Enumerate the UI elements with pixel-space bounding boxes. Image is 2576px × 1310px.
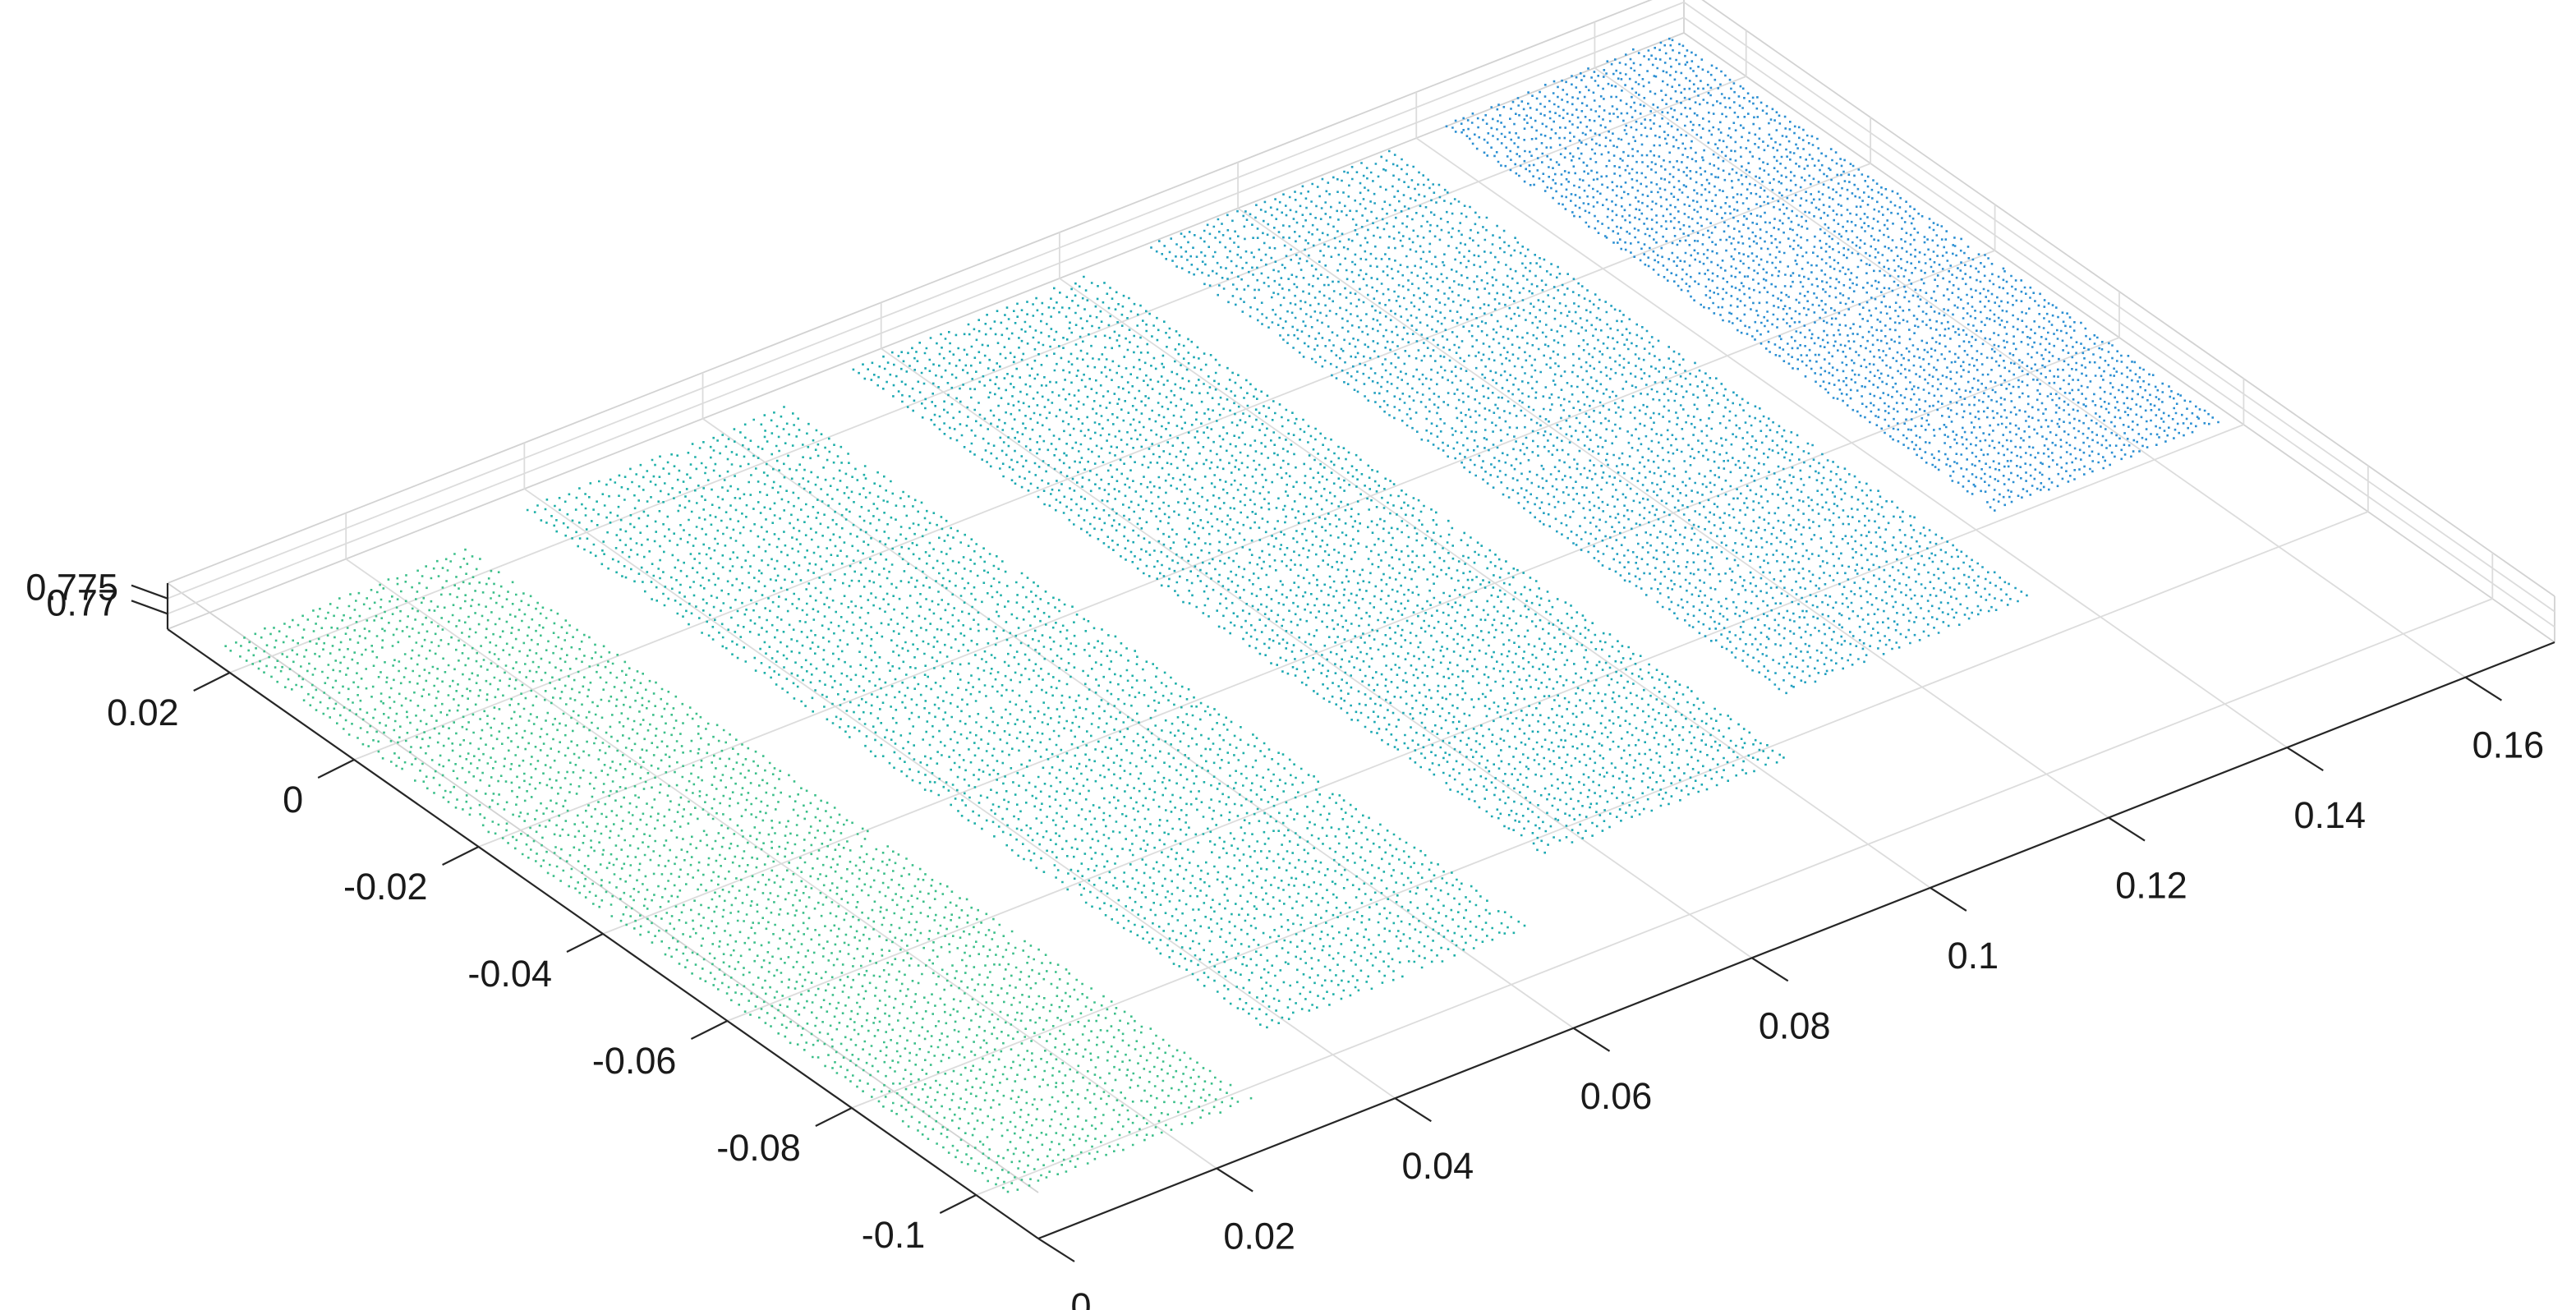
left-top-edge (167, 582, 1039, 1193)
y-floor-grid-line (478, 250, 1995, 848)
y-floor-grid-line (229, 76, 1747, 673)
x-tick-mark (1930, 887, 1967, 912)
x-tick-label: 0 (1070, 1285, 1091, 1310)
y-tick-label: -0.04 (467, 953, 552, 995)
y-tick-label: -0.06 (592, 1040, 677, 1082)
x-axis-line (1037, 641, 2555, 1240)
y-tick-label: 0.02 (107, 692, 179, 733)
y-floor-grid-line (353, 163, 1871, 761)
strip-points (526, 406, 1526, 1029)
x-tick-label: 0.08 (1759, 1004, 1831, 1046)
z-back-grid-line (167, 1, 1685, 600)
back-top-edge (167, 0, 1653, 584)
axes-lines (131, 583, 2555, 1262)
data-points (224, 37, 2220, 1193)
z-tick-label: 0.775 (25, 567, 118, 609)
y-tick-mark (442, 846, 480, 866)
point-strip-3 (852, 275, 1785, 854)
z-right-grid-line (1683, 1, 2555, 613)
point-strip-2 (526, 406, 1526, 1029)
y-floor-grid-line (727, 424, 2244, 1022)
x-tick-mark (1572, 1027, 1611, 1052)
y-tick-mark (690, 1020, 728, 1040)
x-tick-label: 0.04 (1402, 1145, 1474, 1187)
x-tick-label: 0.02 (1223, 1216, 1295, 1257)
strip-points (224, 548, 1253, 1193)
x-tick-mark (1394, 1097, 1432, 1123)
point-strip-4 (1150, 149, 2028, 695)
back-floor-edge (167, 32, 1685, 630)
grid-lines (167, 1, 2555, 1239)
z-tick-label: 0.77 (46, 581, 118, 623)
strip-points (852, 275, 1785, 854)
y-tick-mark (317, 759, 355, 779)
axes-box (167, 0, 2555, 1193)
x-tick-mark (2286, 747, 2324, 772)
z-back-grid-line (167, 16, 1685, 615)
x-tick-mark (1751, 957, 1789, 982)
z-tick-mark (131, 600, 168, 615)
tick-labels: 0 0.02 0.04 0.06 0.08 0.1 0.12 0.14 0.16 0.02 0 -0.… (25, 567, 2544, 1310)
x-tick-mark (2108, 816, 2146, 842)
z-right-grid-line (1683, 16, 2555, 628)
y-tick-label: -0.02 (343, 866, 428, 908)
x-tick-label: 0.1 (1948, 935, 1999, 977)
x-tick-label: 0.16 (2472, 724, 2545, 766)
y-tick-mark (566, 933, 604, 953)
y-tick-label: -0.08 (716, 1127, 801, 1169)
y-floor-grid-line (602, 337, 2120, 935)
strip-points (1150, 149, 2028, 695)
x-tick-mark (2464, 676, 2503, 701)
x-tick-mark (1037, 1238, 1075, 1262)
point-strip-1 (224, 548, 1253, 1193)
y-tick-mark (815, 1107, 853, 1127)
y-tick-label: 0 (283, 779, 303, 820)
z-tick-mark (131, 584, 168, 600)
y-tick-label: -0.1 (862, 1214, 926, 1256)
y-floor-grid-line (975, 598, 2493, 1196)
y-tick-mark (193, 672, 231, 692)
x-tick-label: 0.12 (2115, 865, 2187, 907)
x-tick-label: 0.14 (2293, 794, 2366, 836)
x-tick-mark (1216, 1167, 1254, 1193)
y-tick-mark (939, 1194, 977, 1214)
y-floor-grid-line (851, 511, 2369, 1109)
x-tick-label: 0.06 (1580, 1075, 1653, 1117)
